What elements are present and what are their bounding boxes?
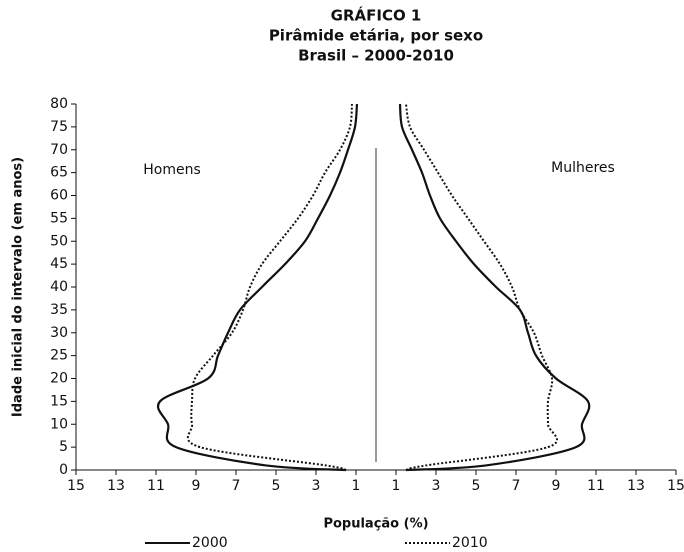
y-tick-label: 70	[50, 142, 68, 158]
x-tick-label: 1	[352, 478, 361, 494]
y-tick-label: 60	[50, 188, 68, 204]
x-tick-label: 5	[472, 478, 481, 494]
y-axis-title: Idade inicial do intervalo (em anos)	[11, 157, 26, 417]
x-tick-label: 5	[272, 478, 281, 494]
x-tick-label: 11	[147, 478, 165, 494]
y-tick-label: 20	[50, 371, 68, 387]
y-tick-label: 50	[50, 233, 68, 249]
y-tick-label: 45	[50, 256, 68, 272]
side-label: Mulheres	[551, 160, 615, 176]
y-tick-label: 5	[59, 439, 68, 455]
y-tick-label: 40	[50, 279, 68, 295]
y-tick-label: 65	[50, 165, 68, 181]
y-tick-label: 80	[50, 96, 68, 112]
x-tick-label: 3	[432, 478, 441, 494]
chart-title: Pirâmide etária, por sexo	[269, 27, 483, 45]
chart-title: GRÁFICO 1	[331, 6, 422, 25]
x-tick-label: 11	[587, 478, 605, 494]
legend-label: 2010	[452, 535, 488, 551]
y-tick-label: 15	[50, 393, 68, 409]
legend-label: 2000	[192, 535, 228, 551]
y-tick-label: 35	[50, 302, 68, 318]
population-line	[156, 103, 359, 472]
population-line	[405, 103, 558, 471]
population-line	[398, 103, 591, 472]
y-tick-label: 55	[50, 210, 68, 226]
side-label: Homens	[143, 162, 201, 178]
y-tick-label: 0	[59, 462, 68, 478]
x-tick-label: 9	[552, 478, 561, 494]
x-tick-label: 13	[627, 478, 645, 494]
x-tick-label: 7	[232, 478, 241, 494]
y-tick-label: 10	[50, 416, 68, 432]
x-tick-label: 7	[512, 478, 521, 494]
x-tick-label: 13	[107, 478, 125, 494]
x-axis-title: População (%)	[323, 517, 428, 532]
chart-title: Brasil – 2000-2010	[298, 47, 454, 65]
x-tick-label: 15	[67, 478, 85, 494]
population-line	[187, 103, 353, 471]
x-tick-label: 3	[312, 478, 321, 494]
y-tick-label: 30	[50, 325, 68, 341]
x-tick-label: 15	[667, 478, 684, 494]
x-tick-label: 9	[192, 478, 201, 494]
y-tick-label: 25	[50, 348, 68, 364]
x-tick-label: 1	[392, 478, 401, 494]
y-tick-label: 75	[50, 119, 68, 135]
